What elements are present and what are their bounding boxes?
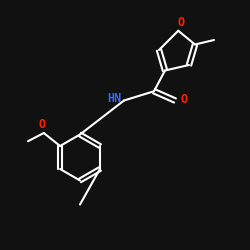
Text: O: O xyxy=(39,118,46,131)
Text: O: O xyxy=(177,16,184,28)
Text: HN: HN xyxy=(107,92,121,104)
Text: O: O xyxy=(181,93,188,106)
